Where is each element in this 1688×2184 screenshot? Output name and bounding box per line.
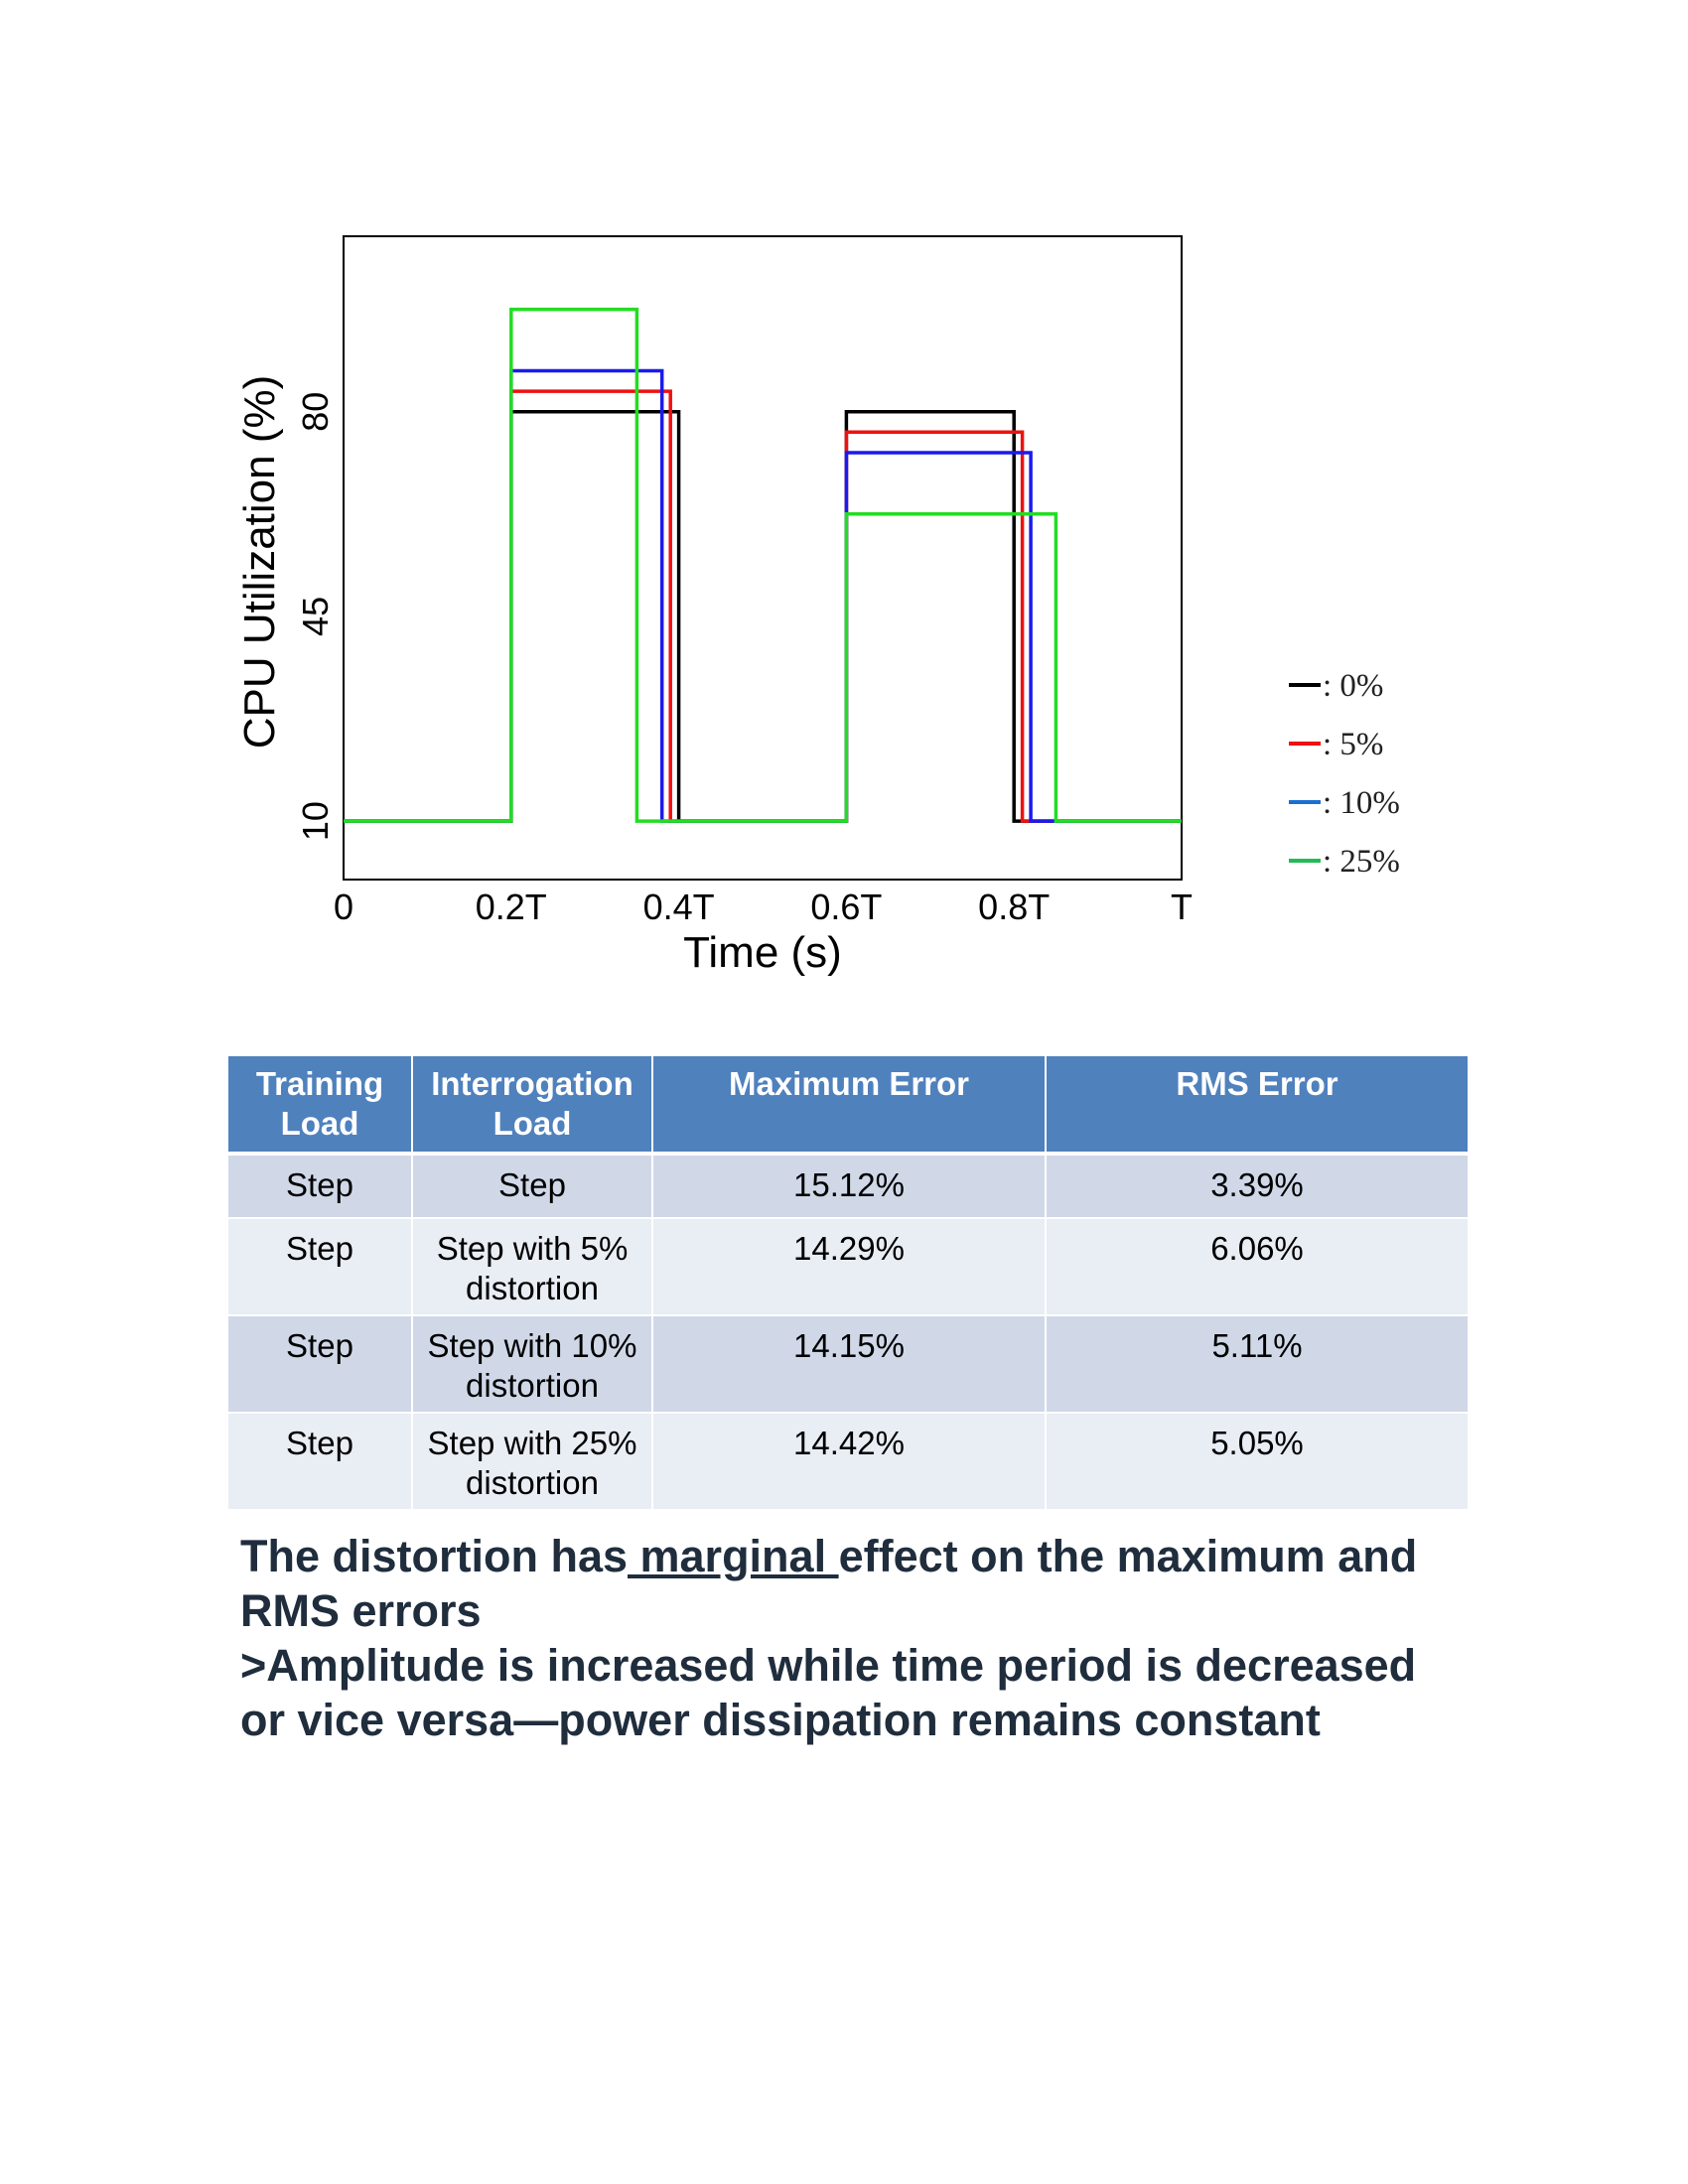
x-tick-label: 0.4T bbox=[643, 887, 715, 927]
conclusion-line-1-start: The distortion has bbox=[240, 1531, 629, 1581]
legend: : 0% : 5% : 10% : 25% bbox=[1289, 668, 1400, 880]
cell-maximum-error: 14.42% bbox=[652, 1413, 1047, 1511]
x-axis-ticks: 0 0.2T 0.4T 0.6T 0.8T T bbox=[334, 887, 1193, 927]
x-tick-label: 0.8T bbox=[978, 887, 1050, 927]
legend-label: : 5% bbox=[1323, 727, 1383, 762]
table-row: Step Step with 5% distortion 14.29% 6.06… bbox=[228, 1218, 1468, 1316]
legend-label: : 25% bbox=[1323, 844, 1400, 880]
header-rms-error: RMS Error bbox=[1046, 1056, 1468, 1156]
legend-label: : 0% bbox=[1323, 668, 1383, 704]
table-row: Step Step with 10% distortion 14.15% 5.1… bbox=[228, 1315, 1468, 1414]
cell-interrogation-load: Step bbox=[412, 1154, 653, 1219]
y-tick-label: 45 bbox=[295, 597, 336, 636]
series-line-3 bbox=[344, 307, 1182, 823]
table-row: Step Step with 25% distortion 14.42% 5.0… bbox=[228, 1413, 1468, 1511]
cell-rms-error: 6.06% bbox=[1046, 1218, 1468, 1316]
conclusion-underlined-word: marginal bbox=[628, 1531, 839, 1581]
cell-interrogation-load: Step with 10% distortion bbox=[412, 1315, 653, 1414]
header-maximum-error: Maximum Error bbox=[652, 1056, 1047, 1156]
cell-maximum-error: 15.12% bbox=[652, 1154, 1047, 1219]
cell-rms-error: 5.11% bbox=[1046, 1315, 1468, 1414]
x-tick-label: 0.6T bbox=[810, 887, 882, 927]
y-tick-label: 10 bbox=[295, 801, 336, 841]
cell-training-load: Step bbox=[228, 1154, 413, 1219]
header-interrogation-load: Interrogation Load bbox=[412, 1056, 653, 1156]
cell-maximum-error: 14.15% bbox=[652, 1315, 1047, 1414]
y-axis-ticks: 10 45 80 bbox=[295, 392, 336, 841]
conclusion-line-2: >Amplitude is increased while time perio… bbox=[240, 1640, 1417, 1745]
conclusion-line-1: The distortion has marginal effect on th… bbox=[240, 1529, 1472, 1638]
conclusion-line-1-end: effect on the maximum and RMS errors bbox=[240, 1531, 1418, 1636]
table-header-row: Training Load Interrogation Load Maximum… bbox=[228, 1056, 1468, 1156]
x-tick-label: T bbox=[1171, 887, 1193, 927]
series-layer bbox=[344, 307, 1182, 823]
x-axis-title: Time (s) bbox=[683, 928, 842, 977]
header-training-load: Training Load bbox=[228, 1056, 413, 1156]
results-table: Training Load Interrogation Load Maximum… bbox=[228, 1056, 1468, 1511]
x-tick-label: 0 bbox=[334, 887, 353, 927]
cell-interrogation-load: Step with 25% distortion bbox=[412, 1413, 653, 1511]
cell-training-load: Step bbox=[228, 1218, 413, 1316]
cell-rms-error: 3.39% bbox=[1046, 1154, 1468, 1219]
table-row: Step Step 15.12% 3.39% bbox=[228, 1154, 1468, 1219]
legend-label: : 10% bbox=[1323, 785, 1400, 821]
cell-training-load: Step bbox=[228, 1315, 413, 1414]
cell-rms-error: 5.05% bbox=[1046, 1413, 1468, 1511]
y-tick-label: 80 bbox=[295, 392, 336, 432]
cell-interrogation-load: Step with 5% distortion bbox=[412, 1218, 653, 1316]
y-axis-title: CPU Utilization (%) bbox=[235, 375, 284, 750]
cell-maximum-error: 14.29% bbox=[652, 1218, 1047, 1316]
x-tick-label: 0.2T bbox=[476, 887, 547, 927]
conclusion-text: The distortion has marginal effect on th… bbox=[240, 1529, 1472, 1747]
cell-training-load: Step bbox=[228, 1413, 413, 1511]
cpu-utilization-chart: 0 0.2T 0.4T 0.6T 0.8T T 10 45 80 Time (s) CPU U… bbox=[235, 235, 1400, 977]
plot-frame bbox=[343, 235, 1183, 881]
